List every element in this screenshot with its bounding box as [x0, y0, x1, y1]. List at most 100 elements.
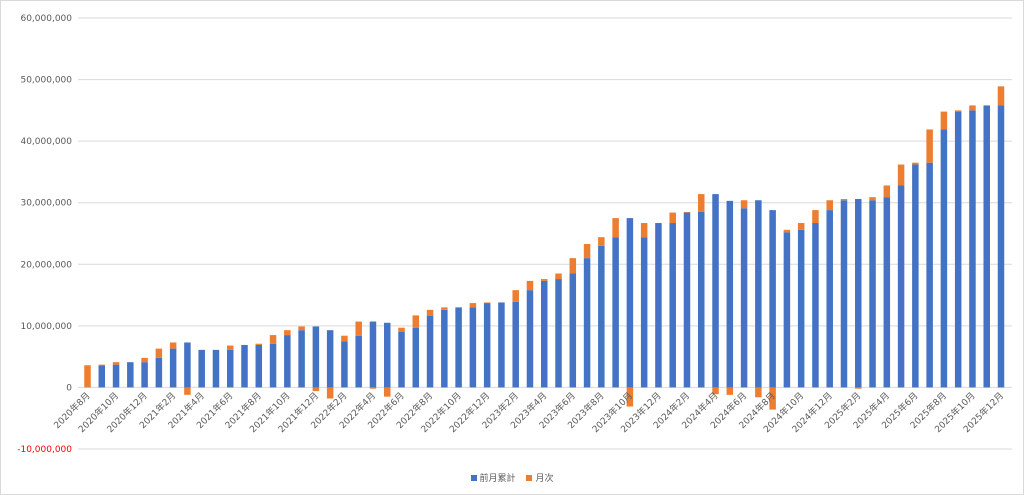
bar-monthly-27	[469, 303, 477, 308]
bar-monthly-16	[312, 387, 320, 392]
bar-cumulative-61	[954, 111, 962, 388]
bar-cumulative-34	[569, 273, 577, 388]
bar-cumulative-18	[341, 341, 348, 388]
bar-monthly-30	[512, 290, 519, 302]
bar-monthly-60	[940, 111, 948, 130]
bar-cumulative-55	[869, 200, 876, 388]
bar-cumulative-42	[683, 212, 691, 388]
bar-monthly-32	[541, 279, 548, 281]
bar-monthly-34	[569, 258, 577, 274]
bar-cumulative-52	[826, 210, 833, 388]
y-tick-label: 0	[66, 383, 72, 393]
bar-cumulative-33	[555, 279, 562, 388]
legend-swatch-1	[526, 474, 533, 481]
bar-monthly-36	[598, 237, 605, 246]
bar-cumulative-16	[312, 326, 320, 388]
bar-cumulative-19	[355, 335, 362, 388]
bar-monthly-17	[326, 387, 334, 399]
bar-cumulative-38	[626, 218, 634, 388]
bar-monthly-55	[869, 197, 876, 201]
bar-cumulative-35	[583, 258, 591, 388]
bar-cumulative-29	[498, 302, 505, 388]
bar-cumulative-50	[797, 229, 805, 388]
bar-monthly-19	[355, 321, 362, 336]
bar-cumulative-37	[612, 237, 619, 388]
bar-cumulative-64	[997, 105, 1005, 388]
bar-cumulative-21	[383, 322, 391, 388]
legend-label-0: 前月累計	[479, 474, 516, 484]
legend-item-1: 月次	[526, 471, 553, 484]
bar-monthly-39	[640, 223, 648, 238]
y-tick-label: 10,000,000	[20, 322, 72, 332]
bar-monthly-38	[626, 387, 634, 407]
bar-cumulative-48	[769, 210, 776, 388]
bar-cumulative-8	[198, 349, 205, 388]
bar-monthly-33	[555, 273, 562, 280]
bar-monthly-15	[298, 326, 305, 331]
bar-monthly-47	[755, 387, 762, 398]
bar-monthly-37	[612, 218, 619, 238]
bar-monthly-44	[712, 387, 719, 395]
bar-cumulative-14	[284, 335, 291, 388]
bar-monthly-59	[926, 129, 933, 163]
bar-monthly-43	[698, 194, 705, 212]
bar-monthly-64	[997, 86, 1005, 106]
bar-cumulative-51	[812, 223, 819, 388]
bar-monthly-22	[398, 327, 405, 333]
bar-cumulative-43	[698, 211, 705, 388]
bar-cumulative-10	[226, 349, 234, 388]
bar-cumulative-40	[655, 223, 662, 388]
bar-monthly-4	[141, 357, 148, 363]
bar-cumulative-45	[726, 200, 734, 388]
bar-cumulative-4	[141, 362, 148, 388]
bar-monthly-56	[883, 185, 891, 198]
bar-monthly-46	[740, 200, 748, 209]
bar-monthly-18	[341, 335, 348, 342]
bar-monthly-23	[412, 315, 420, 328]
bar-monthly-31	[526, 280, 534, 291]
bar-monthly-61	[954, 110, 962, 112]
bar-cumulative-15	[298, 330, 305, 388]
bar-cumulative-47	[755, 200, 762, 388]
bar-monthly-7	[184, 387, 191, 395]
bar-monthly-45	[726, 387, 734, 395]
bar-cumulative-44	[712, 194, 719, 388]
bar-monthly-24	[426, 309, 434, 317]
bar-cumulative-3	[127, 362, 134, 388]
bar-cumulative-62	[969, 110, 976, 388]
y-tick-label: 60,000,000	[20, 14, 72, 24]
bar-monthly-25	[441, 307, 448, 310]
bar-cumulative-30	[512, 301, 519, 388]
bar-cumulative-41	[669, 223, 676, 388]
bar-cumulative-24	[426, 316, 434, 388]
bar-monthly-52	[826, 200, 833, 211]
bar-cumulative-22	[398, 332, 405, 388]
bar-cumulative-1	[98, 365, 106, 388]
legend-item-0: 前月累計	[470, 471, 516, 484]
bar-cumulative-54	[855, 199, 862, 388]
legend-label-1: 月次	[535, 474, 554, 484]
bar-cumulative-23	[412, 327, 420, 388]
bar-cumulative-49	[783, 232, 791, 388]
bar-monthly-62	[969, 105, 976, 111]
bar-cumulative-39	[640, 237, 648, 388]
bar-cumulative-7	[184, 342, 191, 388]
bar-cumulative-59	[926, 162, 933, 388]
bar-monthly-50	[797, 223, 805, 230]
bar-monthly-58	[912, 162, 919, 165]
bar-monthly-28	[483, 302, 491, 304]
bar-monthly-2	[112, 362, 120, 365]
bar-cumulative-31	[526, 290, 534, 388]
bar-monthly-20	[369, 387, 377, 389]
bar-monthly-6	[169, 342, 177, 349]
bar-cumulative-2	[112, 364, 120, 388]
bar-cumulative-32	[541, 280, 548, 388]
bar-monthly-54	[855, 387, 862, 389]
bar-cumulative-12	[255, 344, 263, 388]
bar-cumulative-25	[441, 309, 448, 388]
y-tick-label: 40,000,000	[20, 137, 72, 147]
bar-monthly-13	[269, 335, 277, 344]
bar-monthly-48	[769, 387, 776, 410]
